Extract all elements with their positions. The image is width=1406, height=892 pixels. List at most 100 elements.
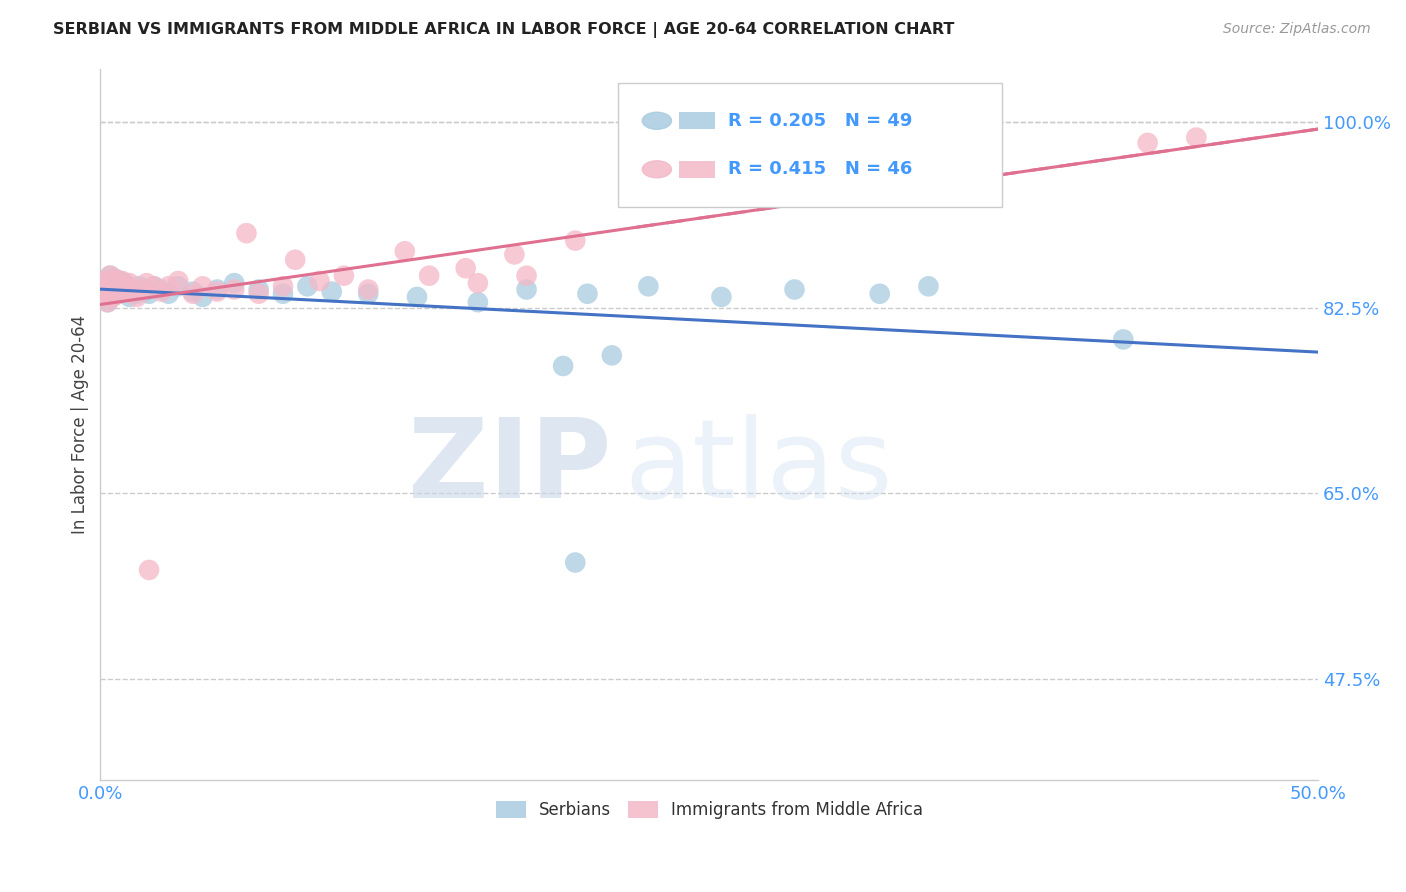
Point (114, 283, 136, 297)
Y-axis label: In Labor Force | Age 20-64: In Labor Force | Age 20-64 (72, 315, 89, 534)
Point (108, 283, 131, 297)
Point (98, 285, 121, 299)
Point (131, 283, 153, 297)
Point (418, 268, 440, 283)
Point (134, 285, 156, 299)
Point (98, 285, 121, 299)
Point (157, 279, 180, 293)
Point (150, 283, 173, 297)
Point (98, 268, 121, 283)
Point (564, 556, 586, 570)
Point (600, 348, 623, 362)
Text: SERBIAN VS IMMIGRANTS FROM MIDDLE AFRICA IN LABOR FORCE | AGE 20-64 CORRELATION : SERBIAN VS IMMIGRANTS FROM MIDDLE AFRICA… (53, 22, 955, 38)
Point (135, 276, 157, 290)
Point (503, 247, 526, 261)
Text: ZIP: ZIP (409, 414, 612, 521)
Text: atlas: atlas (624, 414, 893, 521)
Point (111, 279, 134, 293)
Point (181, 285, 204, 299)
Point (98, 268, 121, 283)
FancyBboxPatch shape (617, 83, 1001, 207)
FancyBboxPatch shape (679, 161, 716, 178)
Point (747, 157, 769, 171)
Point (104, 272, 127, 286)
Point (1136, 136, 1159, 150)
Point (138, 563, 160, 577)
Point (167, 279, 190, 293)
Point (91, 283, 114, 297)
Point (150, 285, 173, 299)
Point (114, 276, 136, 290)
Point (710, 290, 733, 304)
Point (1112, 333, 1135, 347)
Point (454, 261, 477, 276)
Point (271, 279, 294, 293)
Point (297, 279, 319, 293)
Point (125, 286, 148, 301)
Point (247, 283, 270, 297)
Point (101, 276, 124, 290)
Point (576, 286, 599, 301)
Point (235, 226, 257, 240)
Circle shape (643, 112, 672, 129)
Point (125, 290, 148, 304)
Point (97, 295, 120, 310)
Point (783, 283, 806, 297)
Point (142, 279, 165, 293)
Point (357, 286, 380, 301)
Point (101, 290, 124, 304)
Point (207, 285, 229, 299)
Point (167, 274, 190, 288)
Point (105, 279, 128, 293)
Point (247, 286, 270, 301)
Point (94, 274, 117, 288)
Point (637, 279, 659, 293)
Legend: Serbians, Immigrants from Middle Africa: Serbians, Immigrants from Middle Africa (489, 794, 929, 825)
Point (118, 290, 141, 304)
Point (207, 283, 229, 297)
Point (516, 283, 538, 297)
Text: R = 0.415   N = 46: R = 0.415 N = 46 (727, 161, 912, 178)
Point (357, 283, 380, 297)
Point (564, 234, 586, 248)
Point (224, 283, 246, 297)
Point (121, 285, 143, 299)
Point (224, 276, 246, 290)
Point (97, 279, 120, 293)
Point (114, 285, 136, 299)
Point (321, 285, 343, 299)
Point (111, 274, 134, 288)
Point (101, 290, 124, 304)
Point (917, 279, 939, 293)
Point (91, 279, 114, 293)
Point (104, 279, 127, 293)
Point (94, 274, 117, 288)
FancyBboxPatch shape (679, 112, 716, 129)
Point (271, 286, 294, 301)
Point (181, 286, 204, 301)
Point (108, 274, 131, 288)
Point (869, 286, 891, 301)
Point (97, 283, 120, 297)
Point (101, 276, 124, 290)
Point (1185, 130, 1208, 145)
Point (394, 244, 416, 259)
Point (142, 279, 165, 293)
Point (105, 286, 128, 301)
Point (284, 252, 307, 267)
Point (467, 276, 489, 290)
Circle shape (643, 161, 672, 178)
Point (121, 283, 143, 297)
Point (108, 286, 131, 301)
Point (115, 279, 138, 293)
Point (191, 290, 214, 304)
Point (333, 268, 356, 283)
Point (138, 286, 160, 301)
Point (406, 290, 429, 304)
Point (94, 286, 117, 301)
Point (553, 359, 575, 373)
Point (516, 268, 538, 283)
Point (467, 295, 489, 310)
Point (104, 272, 127, 286)
Point (94, 286, 117, 301)
